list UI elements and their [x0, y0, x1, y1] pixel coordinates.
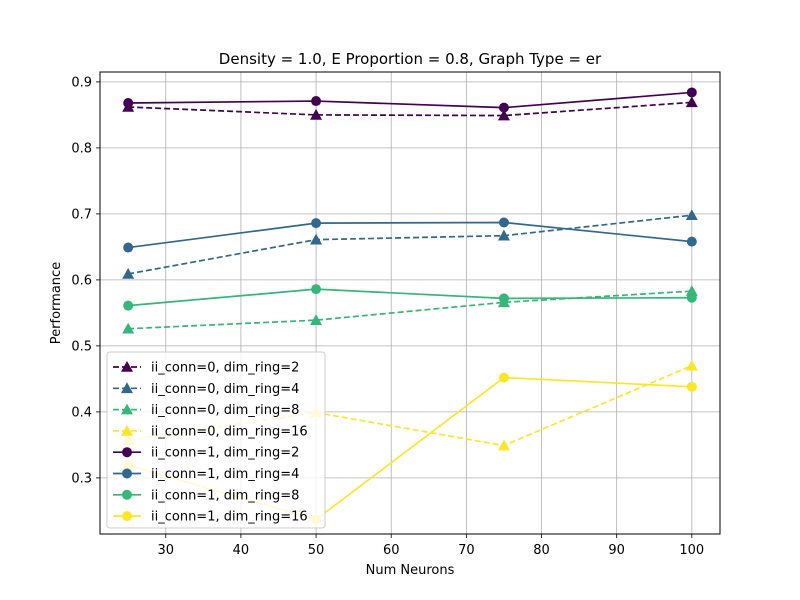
data-point [498, 217, 509, 228]
legend-marker [121, 361, 133, 372]
data-point [311, 218, 322, 229]
legend-entry: ii_conn=1, dim_ring=16 [113, 510, 308, 525]
data-point [685, 359, 698, 371]
series-layer [122, 87, 698, 525]
legend-label: ii_conn=1, dim_ring=16 [151, 510, 308, 525]
series-line [128, 288, 692, 307]
data-point [685, 209, 698, 221]
data-point [122, 322, 135, 334]
legend-marker [121, 403, 133, 415]
x-tick-label: 100 [679, 543, 704, 558]
data-point [686, 381, 697, 392]
legend-entry: ii_conn=0, dim_ring=4 [113, 382, 299, 397]
legend-label: ii_conn=0, dim_ring=16 [151, 424, 308, 439]
x-axis-label: Num Neurons [366, 563, 455, 578]
data-point [686, 292, 697, 303]
legend-marker [121, 382, 133, 394]
y-tick-label: 0.8 [71, 141, 92, 156]
data-point [686, 236, 697, 247]
data-point [310, 314, 323, 325]
x-tick-label: 90 [608, 543, 625, 558]
series-7 [123, 284, 697, 311]
legend-entry: ii_conn=1, dim_ring=4 [113, 467, 299, 482]
legend-label: ii_conn=0, dim_ring=4 [151, 382, 299, 397]
data-point [123, 98, 134, 109]
y-tick-label: 0.4 [71, 405, 92, 420]
legend-entry: ii_conn=0, dim_ring=2 [113, 361, 299, 376]
x-tick-label: 80 [533, 543, 550, 558]
series-line [128, 214, 692, 275]
legend-entry: ii_conn=1, dim_ring=8 [113, 488, 299, 503]
series-1 [122, 96, 698, 121]
legend-label: ii_conn=0, dim_ring=2 [151, 361, 299, 376]
y-tick-label: 0.7 [71, 207, 92, 222]
legend-label: ii_conn=0, dim_ring=8 [151, 403, 299, 418]
series-2 [122, 209, 698, 279]
data-point [498, 293, 509, 304]
series-6 [123, 217, 697, 253]
series-line [128, 221, 692, 249]
series-line [128, 91, 692, 109]
legend-marker [122, 468, 132, 479]
x-tick-label: 40 [233, 543, 250, 558]
data-point [497, 439, 510, 451]
legend-label: ii_conn=1, dim_ring=2 [151, 446, 299, 461]
series-3 [122, 285, 698, 334]
data-point [311, 96, 322, 107]
data-point [123, 242, 134, 253]
y-tick-label: 0.5 [71, 339, 92, 354]
legend-label: ii_conn=1, dim_ring=4 [151, 467, 299, 482]
data-point [685, 285, 698, 296]
data-point [685, 96, 698, 108]
data-point [311, 284, 322, 295]
data-point [497, 229, 510, 241]
y-tick-label: 0.9 [71, 75, 92, 90]
data-point [310, 233, 323, 245]
legend-entry: ii_conn=1, dim_ring=2 [113, 446, 299, 461]
legend-marker [122, 489, 132, 500]
data-point [498, 372, 509, 383]
x-tick-label: 60 [383, 543, 400, 558]
legend-label: ii_conn=1, dim_ring=8 [151, 488, 299, 503]
data-point [497, 109, 510, 121]
legend: ii_conn=0, dim_ring=2 ii_conn=0, dim_ring… [106, 351, 326, 529]
chart-title: Density = 1.0, E Proportion = 0.8, Graph… [219, 50, 602, 68]
data-point [123, 300, 134, 311]
legend-entry: ii_conn=0, dim_ring=16 [113, 424, 308, 439]
data-point [498, 102, 509, 113]
series-5 [123, 87, 697, 113]
y-axis-label: Performance [49, 262, 64, 344]
data-point [686, 87, 697, 98]
legend-box [106, 351, 326, 529]
x-tick-label: 30 [157, 543, 174, 558]
legend-marker [122, 511, 132, 522]
data-point [310, 108, 323, 120]
y-axis-ticks: 0.3 0.4 0.5 0.6 0.7 0.8 0.9 [71, 75, 100, 486]
series-line [128, 101, 692, 117]
legend-entry: ii_conn=0, dim_ring=8 [113, 403, 299, 418]
series-line [128, 290, 692, 330]
y-tick-label: 0.3 [71, 471, 92, 486]
y-tick-label: 0.6 [71, 273, 92, 288]
x-tick-label: 70 [458, 543, 475, 558]
legend-marker [122, 447, 132, 458]
plot-area-frame [99, 71, 721, 535]
x-axis-ticks: 30 40 50 60 70 80 90 100 [157, 534, 704, 558]
data-point [122, 267, 135, 279]
x-tick-label: 50 [308, 543, 325, 558]
legend-marker [121, 424, 133, 436]
